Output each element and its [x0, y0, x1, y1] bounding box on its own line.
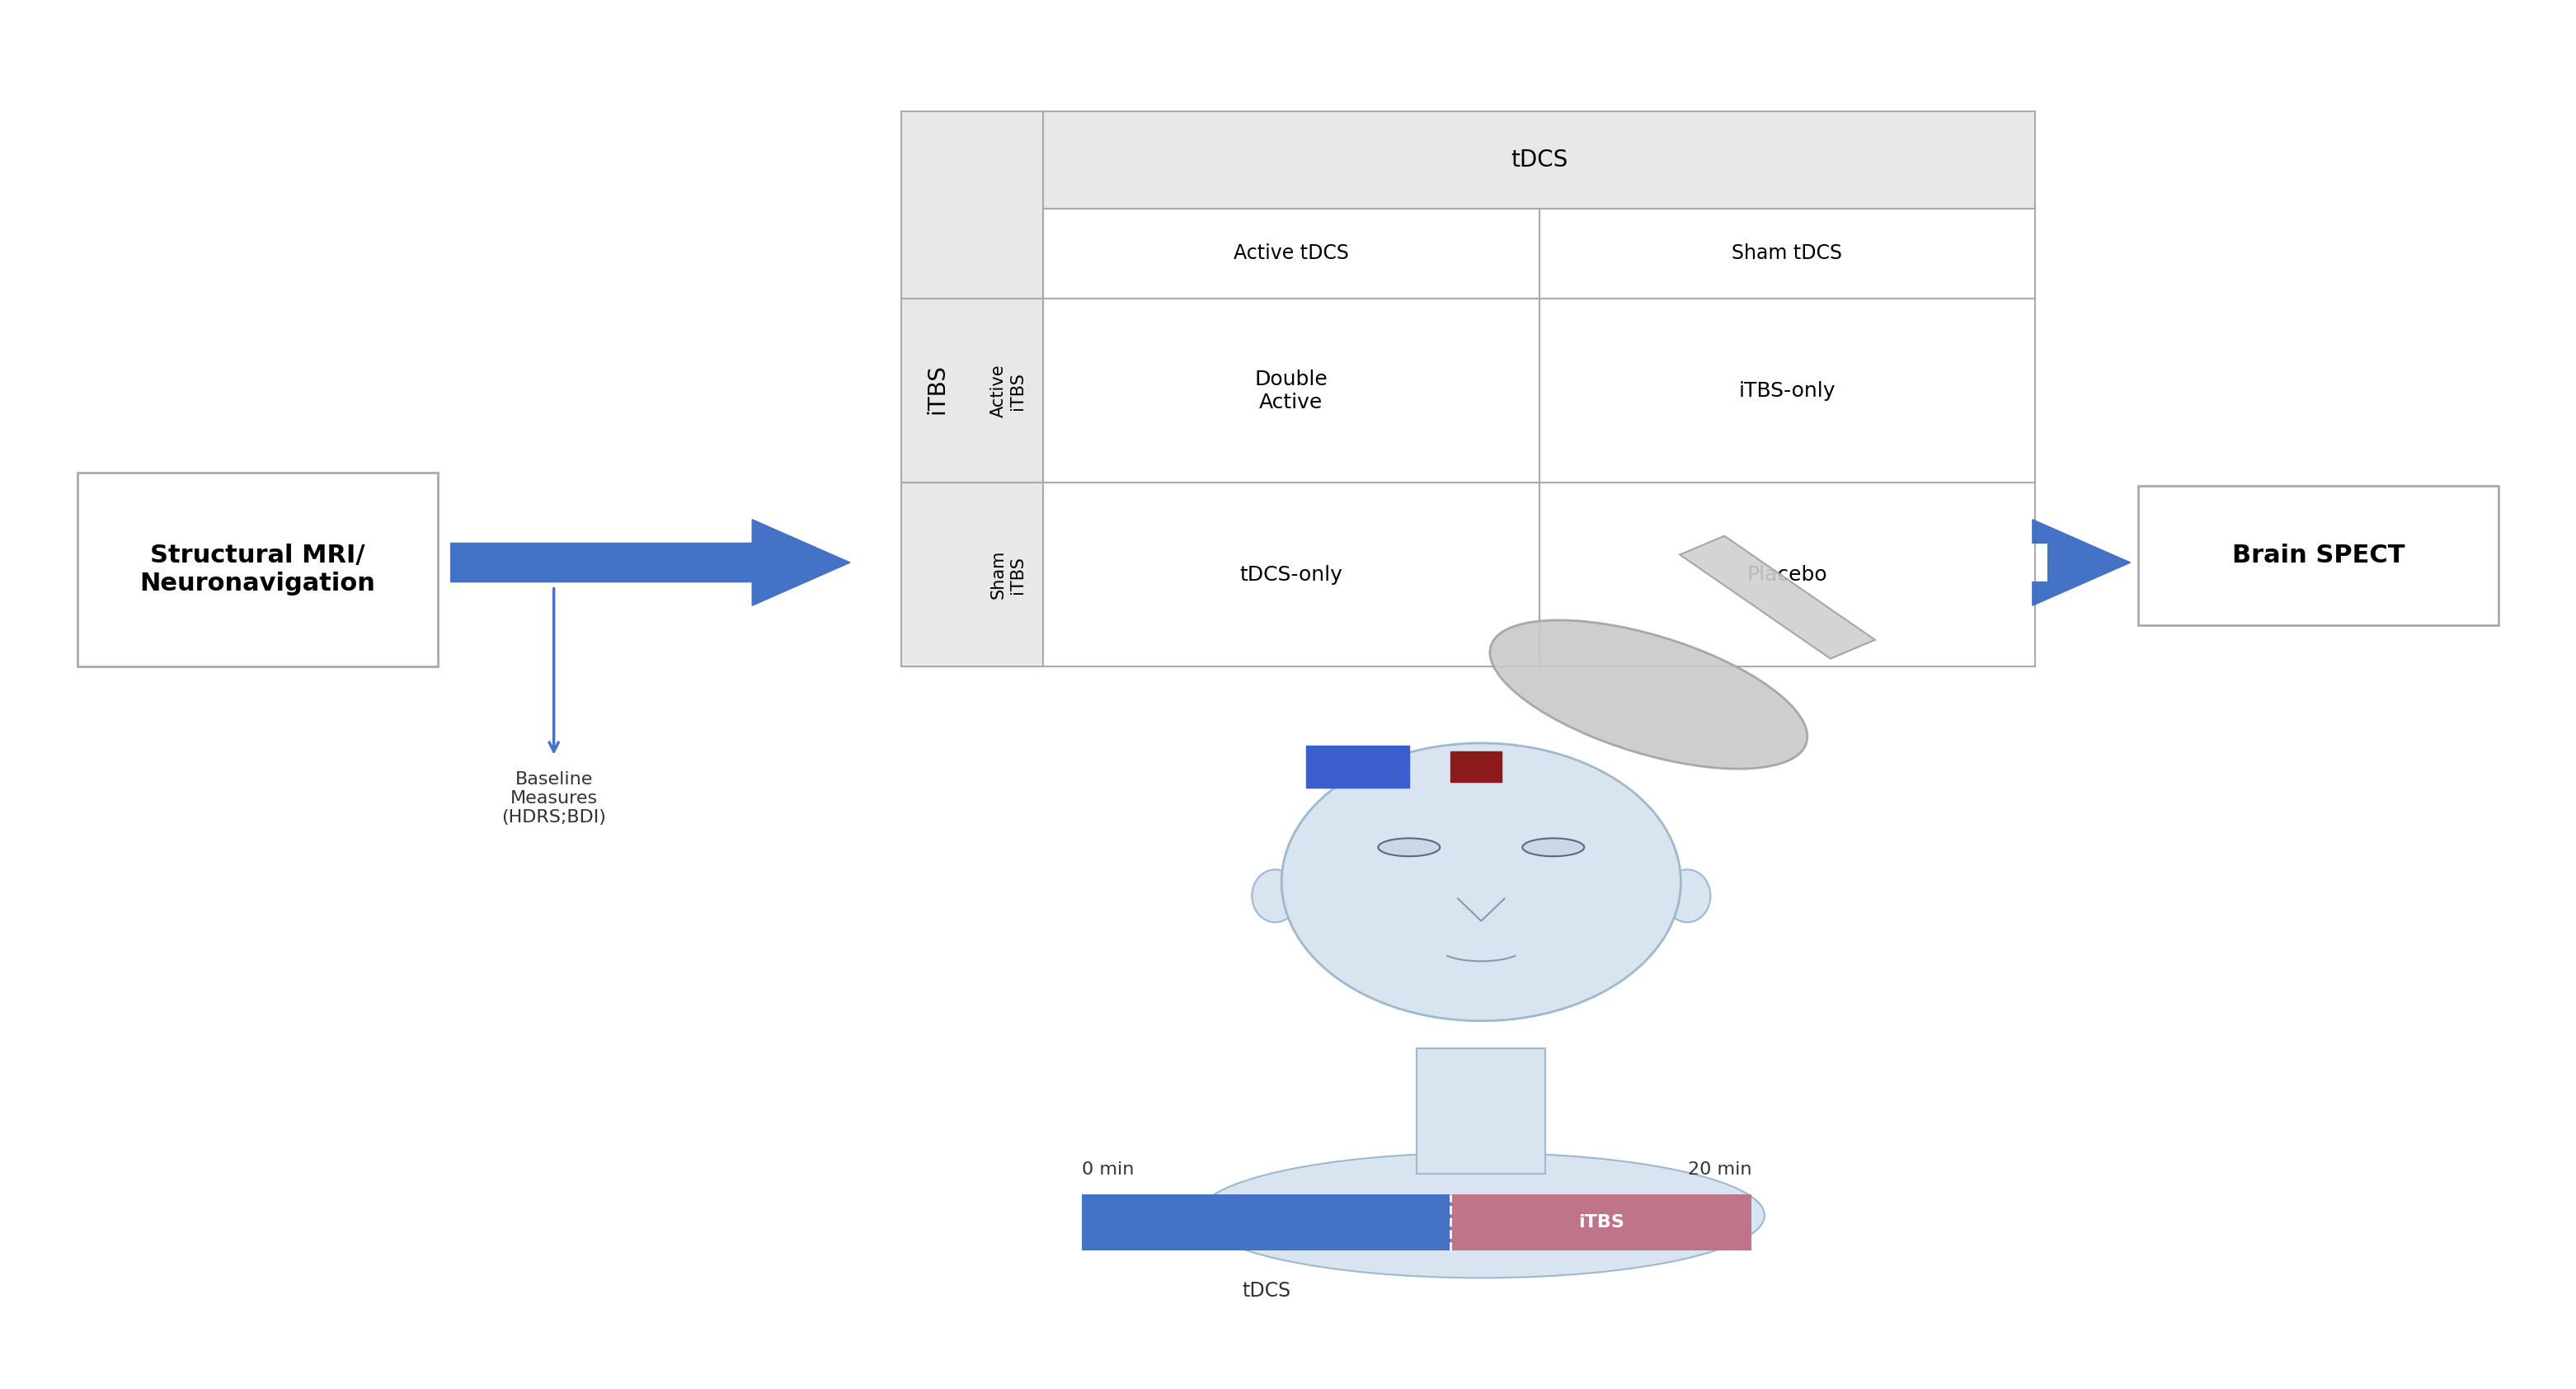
Text: Brain SPECT: Brain SPECT — [2231, 543, 2406, 568]
Text: Active tDCS: Active tDCS — [1234, 243, 1350, 264]
FancyBboxPatch shape — [1450, 751, 1502, 782]
Text: iTBS: iTBS — [925, 364, 948, 414]
Polygon shape — [1680, 536, 1875, 658]
FancyBboxPatch shape — [1538, 299, 2035, 483]
FancyBboxPatch shape — [1043, 299, 1538, 483]
FancyBboxPatch shape — [1538, 483, 2035, 667]
Text: Structural MRI/
Neuronavigation: Structural MRI/ Neuronavigation — [139, 543, 376, 596]
Text: Baseline
Measures
(HDRS;BDI): Baseline Measures (HDRS;BDI) — [502, 771, 605, 825]
Text: iTBS-only: iTBS-only — [1739, 381, 1837, 400]
FancyBboxPatch shape — [1306, 746, 1409, 788]
Text: Active
iTBS: Active iTBS — [989, 364, 1025, 417]
FancyBboxPatch shape — [902, 111, 1043, 667]
Ellipse shape — [1489, 619, 1808, 770]
Ellipse shape — [1283, 743, 1680, 1021]
Text: Sham
iTBS: Sham iTBS — [989, 550, 1025, 599]
Text: tDCS: tDCS — [1242, 1281, 1291, 1300]
Ellipse shape — [1252, 870, 1298, 922]
Ellipse shape — [1522, 839, 1584, 856]
Ellipse shape — [1664, 870, 1710, 922]
FancyBboxPatch shape — [902, 483, 1043, 667]
FancyBboxPatch shape — [1043, 111, 2035, 208]
FancyBboxPatch shape — [2138, 486, 2499, 625]
Text: 0 min: 0 min — [1082, 1161, 1133, 1178]
Ellipse shape — [1378, 839, 1440, 856]
FancyBboxPatch shape — [77, 472, 438, 667]
FancyBboxPatch shape — [1417, 1049, 1546, 1174]
FancyBboxPatch shape — [1082, 1195, 1450, 1250]
FancyBboxPatch shape — [1450, 1195, 1752, 1250]
FancyBboxPatch shape — [1538, 208, 2035, 299]
FancyBboxPatch shape — [902, 299, 1043, 483]
Text: Double
Active: Double Active — [1255, 369, 1327, 413]
FancyArrow shape — [2032, 519, 2130, 606]
Text: tDCS-only: tDCS-only — [1239, 565, 1342, 585]
Ellipse shape — [1198, 1153, 1765, 1278]
Text: iTBS: iTBS — [1579, 1214, 1623, 1231]
Text: Placebo: Placebo — [1747, 565, 1826, 585]
Text: Sham tDCS: Sham tDCS — [1731, 243, 1842, 264]
FancyBboxPatch shape — [1043, 483, 1538, 667]
FancyBboxPatch shape — [1043, 208, 1538, 299]
Text: 20 min: 20 min — [1687, 1161, 1752, 1178]
FancyArrow shape — [451, 519, 850, 606]
Text: tDCS: tDCS — [1510, 149, 1569, 171]
